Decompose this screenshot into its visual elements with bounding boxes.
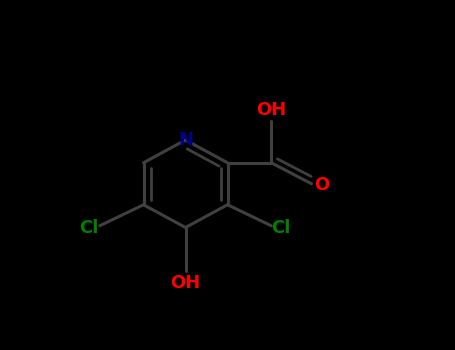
Text: O: O bbox=[314, 176, 329, 194]
Text: Cl: Cl bbox=[272, 219, 291, 237]
Text: N: N bbox=[178, 131, 193, 149]
Text: OH: OH bbox=[256, 101, 286, 119]
Text: OH: OH bbox=[170, 274, 201, 292]
Text: Cl: Cl bbox=[79, 219, 99, 237]
